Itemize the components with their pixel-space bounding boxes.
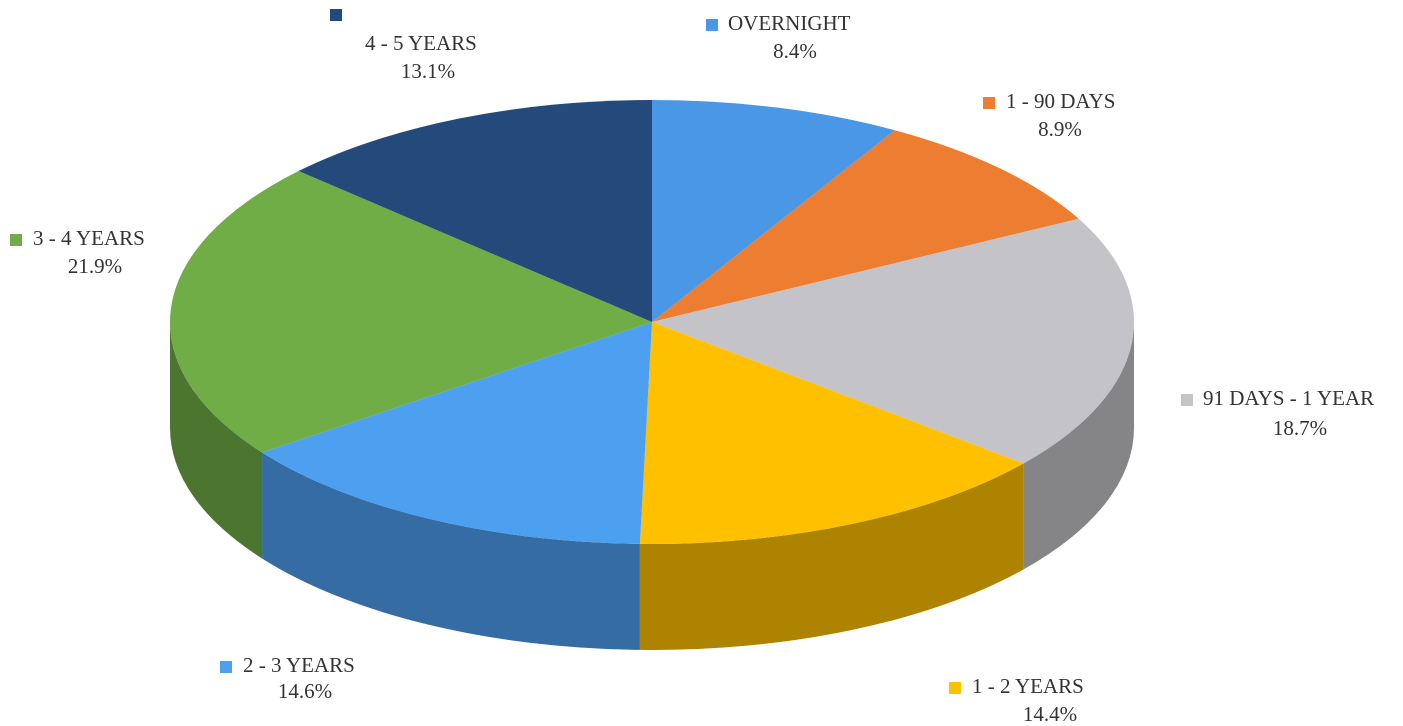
legend-marker: [949, 682, 961, 694]
pie-slice: [170, 171, 652, 453]
pie-slice: [652, 100, 895, 322]
pie-side: [262, 452, 640, 650]
category-label: 4 - 5 YEARS: [365, 31, 477, 55]
legend-marker: [220, 661, 232, 673]
category-label: 91 DAYS - 1 YEAR: [1203, 386, 1374, 410]
value-label: 13.1%: [401, 59, 455, 83]
legend-marker: [10, 234, 22, 246]
legend-marker: [983, 97, 995, 109]
pie-slice: [639, 322, 1024, 544]
value-label: 8.4%: [773, 39, 817, 63]
pie-slice: [298, 100, 652, 322]
legend-marker: [330, 9, 342, 21]
pie-side: [639, 463, 1024, 650]
pie-side: [1023, 322, 1134, 570]
category-label: 2 - 3 YEARS: [243, 653, 355, 677]
pie-slice: [262, 322, 652, 544]
value-label: 14.6%: [278, 679, 332, 703]
category-label: 1 - 90 DAYS: [1006, 89, 1116, 113]
legend-marker: [706, 19, 718, 31]
value-label: 8.9%: [1038, 117, 1082, 141]
legend-marker: [1181, 394, 1193, 406]
category-label: OVERNIGHT: [728, 11, 851, 35]
category-label: 1 - 2 YEARS: [972, 674, 1084, 698]
value-label: 14.4%: [1023, 702, 1077, 726]
value-label: 18.7%: [1273, 416, 1327, 440]
value-label: 21.9%: [68, 254, 122, 278]
pie-slice: [652, 218, 1135, 464]
category-label: 3 - 4 YEARS: [33, 226, 145, 250]
pie-slice: [652, 130, 1079, 322]
pie-side: [170, 322, 263, 559]
